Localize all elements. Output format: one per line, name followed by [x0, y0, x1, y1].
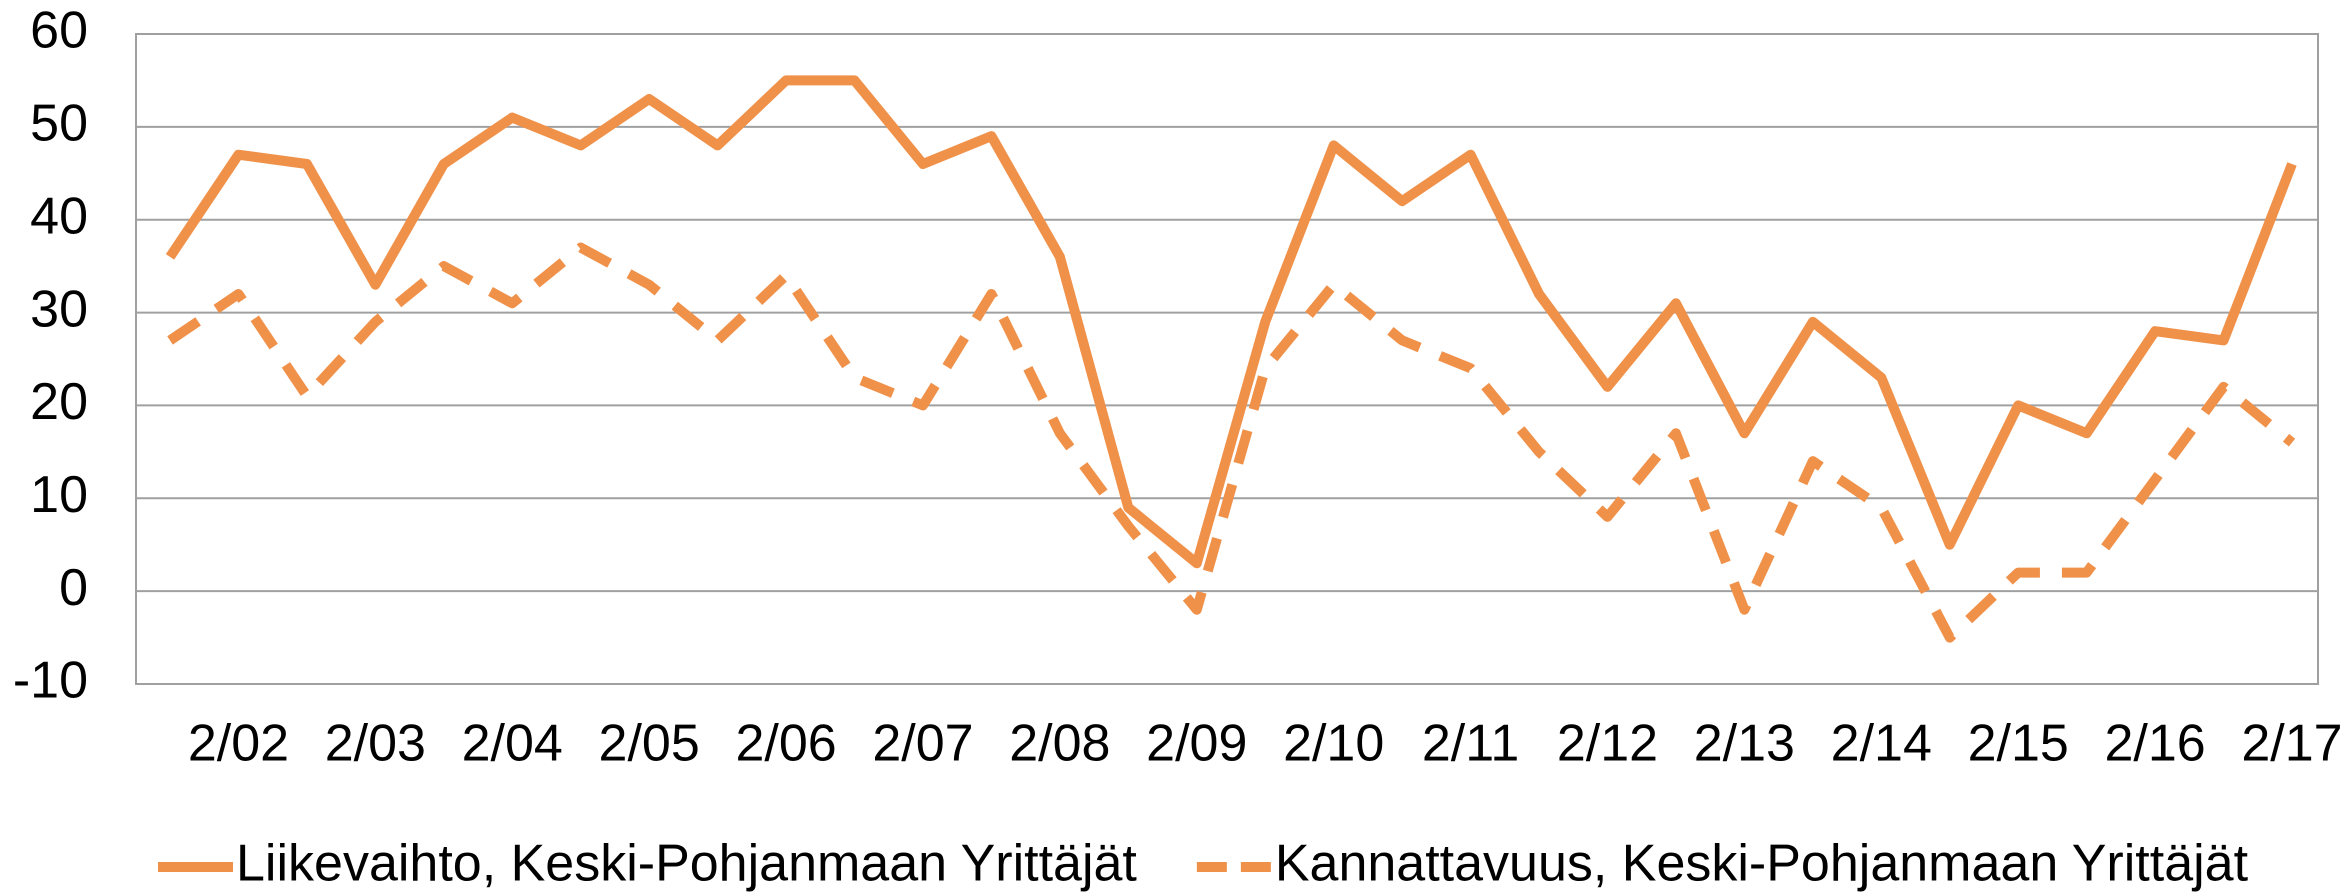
line-series: [167, 242, 2296, 643]
x-tick-label: 2/14: [1831, 715, 1932, 773]
x-tick-label: 2/04: [462, 715, 563, 773]
y-tick-label: 10: [30, 466, 88, 524]
y-tick-label: 0: [59, 559, 88, 617]
x-tick-label: 2/10: [1283, 715, 1384, 773]
y-tick-label: 40: [30, 187, 88, 245]
legend-label: Liikevaihto, Keski-Pohjanmaan Yrittäjät: [236, 835, 1137, 893]
y-tick-label: 30: [30, 280, 88, 338]
plot-border: [135, 33, 2319, 685]
x-tick-label: 2/09: [1146, 715, 1247, 773]
x-tick-label: 2/07: [872, 715, 973, 773]
x-tick-label: 2/16: [2104, 715, 2205, 773]
x-tick-label: 2/02: [188, 715, 289, 773]
y-tick-label: 20: [30, 373, 88, 431]
x-tick-label: 2/11: [1422, 715, 1519, 773]
x-tick-label: 2/03: [325, 715, 426, 773]
line-series: [165, 75, 2297, 569]
y-tick-label: 60: [30, 2, 88, 60]
legend-label: Kannattavuus, Keski-Pohjanmaan Yrittäjät: [1275, 835, 2249, 893]
y-tick-label: -10: [13, 652, 88, 710]
x-tick-label: 2/05: [599, 715, 700, 773]
x-tick-label: 2/06: [735, 715, 836, 773]
x-tick-label: 2/15: [1968, 715, 2069, 773]
x-tick-label: 2/08: [1009, 715, 1110, 773]
y-tick-label: 50: [30, 95, 88, 153]
x-tick-label: 2/12: [1557, 715, 1658, 773]
x-tick-label: 2/17: [2241, 715, 2342, 773]
x-tick-label: 2/13: [1694, 715, 1795, 773]
